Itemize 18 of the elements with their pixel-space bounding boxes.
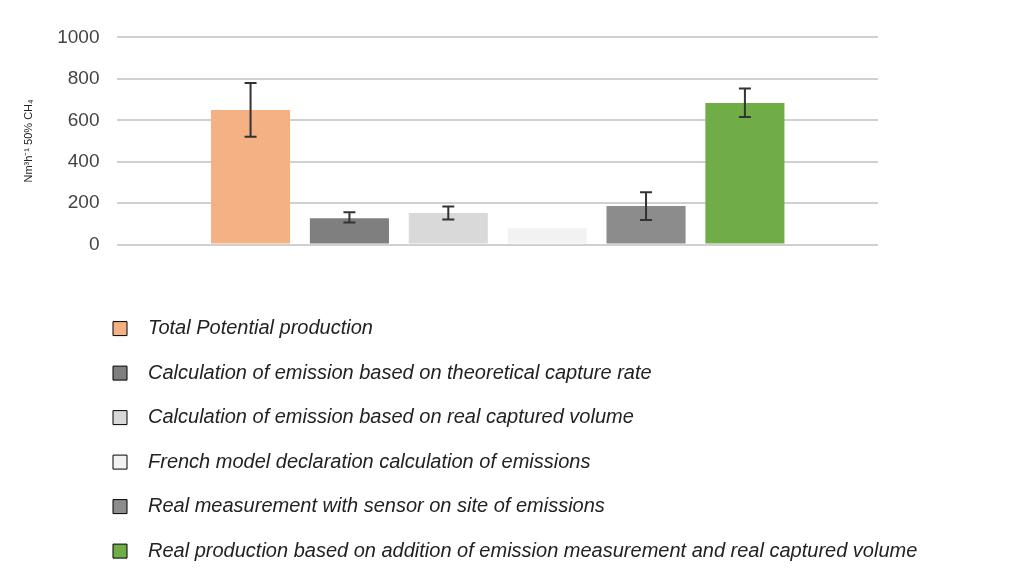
bar [606, 206, 686, 244]
legend-label: Calculation of emission based on real captured volume [148, 405, 634, 428]
legend-label: Calculation of emission based on theoretical capture rate [148, 360, 652, 383]
legend-label: Total Potential production [148, 316, 373, 339]
legend-label: Real measurement with sensor on site of emissions [148, 494, 605, 517]
y-tick-label: 600 [67, 108, 100, 130]
y-tick-label: 0 [88, 232, 100, 254]
legend-label: Real production based on addition of emission measurement and real captured volume [148, 538, 918, 561]
bar [705, 103, 785, 244]
y-axis-title: Nm³h⁻¹ 50% CH₄ [21, 98, 34, 183]
y-tick-label: 400 [67, 149, 100, 171]
bar [309, 218, 389, 244]
y-tick-label: 1000 [57, 25, 100, 47]
y-tick-label: 200 [67, 191, 100, 213]
bar [211, 109, 291, 244]
legend-label: French model declaration calculation of emissions [148, 449, 591, 472]
bar [507, 228, 587, 244]
y-tick-label: 800 [67, 67, 100, 89]
